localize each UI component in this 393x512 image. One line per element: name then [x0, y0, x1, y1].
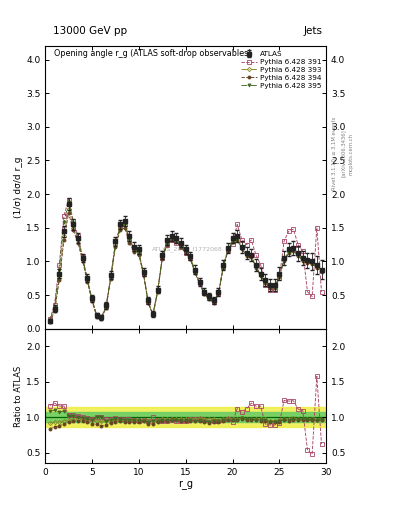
Text: 13000 GeV pp: 13000 GeV pp	[53, 26, 127, 36]
Text: Jets: Jets	[303, 26, 322, 36]
Text: Opening angle r_g (ATLAS soft-drop observables): Opening angle r_g (ATLAS soft-drop obser…	[53, 49, 251, 58]
Text: mcplots.cern.ch: mcplots.cern.ch	[349, 133, 354, 175]
Text: ATLAS_2019_I1772068: ATLAS_2019_I1772068	[152, 247, 223, 252]
Legend: ATLAS, Pythia 6.428 391, Pythia 6.428 393, Pythia 6.428 394, Pythia 6.428 395: ATLAS, Pythia 6.428 391, Pythia 6.428 39…	[239, 50, 323, 90]
X-axis label: r_g: r_g	[178, 480, 193, 490]
Text: Rivet 3.1.10, ≥ 3.1M events: Rivet 3.1.10, ≥ 3.1M events	[332, 117, 337, 190]
Y-axis label: Ratio to ATLAS: Ratio to ATLAS	[14, 366, 23, 426]
Text: [arXiv:1306.3436]: [arXiv:1306.3436]	[341, 130, 346, 178]
Y-axis label: (1/σ) dσ/d r_g: (1/σ) dσ/d r_g	[14, 157, 23, 218]
Bar	[45, 412, 326, 422]
Bar	[45, 408, 326, 427]
